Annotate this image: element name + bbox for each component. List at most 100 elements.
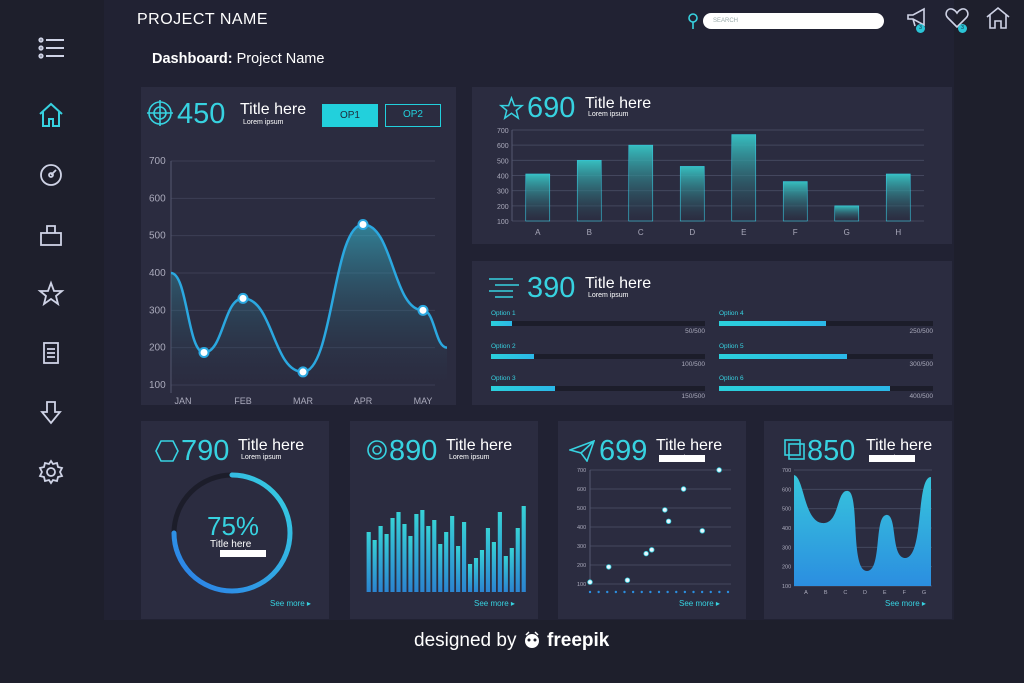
- progress-track: [491, 353, 705, 359]
- y-tick-label: 400: [782, 526, 791, 532]
- dashboard-gauge-icon[interactable]: [34, 158, 68, 192]
- bar: [462, 522, 467, 592]
- data-point: [198, 347, 210, 359]
- bar: [885, 173, 911, 222]
- menu-icon[interactable]: [34, 31, 68, 65]
- x-tick-mark: [623, 590, 626, 594]
- panel5-see-more-link[interactable]: See more ▸: [474, 599, 515, 608]
- progress-value: 100/500: [681, 360, 706, 368]
- progress-label: Option 4: [719, 310, 744, 317]
- progress-label: Option 2: [491, 342, 516, 350]
- y-tick-label: 200: [149, 343, 166, 354]
- bar: [378, 526, 383, 592]
- op2-button[interactable]: OP2: [385, 104, 441, 127]
- panel4-see-more-link[interactable]: See more ▸: [270, 599, 311, 608]
- x-tick-label: APR: [354, 396, 373, 406]
- x-tick-label: F: [903, 590, 907, 596]
- bar: [372, 540, 377, 592]
- op1-button[interactable]: OP1: [322, 104, 378, 127]
- data-point: [357, 218, 369, 230]
- briefcase-icon[interactable]: [34, 218, 68, 252]
- data-point: [649, 547, 655, 553]
- x-tick-label: B: [824, 590, 828, 596]
- x-tick-mark: [649, 590, 652, 594]
- panel1-number: 450: [177, 98, 226, 130]
- progress-value: 50/500: [685, 328, 705, 335]
- panel1-title: Title here: [240, 101, 307, 118]
- settings-gear-icon[interactable]: [34, 455, 68, 489]
- freepik-logo-icon: [522, 631, 542, 649]
- x-tick-label: F: [793, 228, 798, 237]
- y-tick-label: 400: [577, 525, 586, 531]
- bar: [628, 144, 654, 222]
- y-tick-label: 100: [497, 219, 509, 226]
- panel6-title: Title here: [656, 437, 723, 454]
- x-tick-label: H: [895, 228, 901, 237]
- y-tick-label: 500: [577, 506, 586, 512]
- paper-plane-icon: [567, 439, 596, 467]
- y-tick-label: 300: [497, 189, 509, 196]
- progress-fill: [719, 386, 891, 391]
- panel3-title: Title here: [585, 275, 652, 292]
- x-tick-label: MAR: [293, 396, 314, 406]
- y-tick-label: 100: [782, 584, 791, 590]
- star-icon[interactable]: [34, 277, 68, 311]
- panel-bar-chart: [472, 87, 952, 244]
- x-tick-mark: [683, 590, 687, 594]
- favorites-badge: 3: [958, 24, 967, 33]
- data-point: [624, 577, 631, 583]
- panel7-number: 850: [807, 435, 856, 467]
- x-tick-label: FEB: [234, 396, 252, 406]
- panel7-see-more-link[interactable]: See more ▸: [885, 599, 926, 608]
- bar: [444, 532, 449, 592]
- donut-inner-subtitle: Lorem ipsum: [220, 550, 267, 557]
- y-tick-label: 600: [149, 193, 166, 204]
- data-point: [587, 579, 593, 585]
- search-input[interactable]: SEARCH: [703, 13, 884, 29]
- x-tick-mark: [718, 590, 721, 594]
- target-icon: [147, 100, 173, 131]
- dashboard-label: Dashboard:: [152, 51, 233, 67]
- bar: [402, 524, 407, 592]
- heart-icon[interactable]: [944, 5, 970, 31]
- panel5-see-more-label: See more: [474, 599, 509, 608]
- donut-arc: [171, 472, 293, 594]
- panel4-title: Title here: [238, 437, 305, 454]
- x-tick-mark: [709, 590, 712, 594]
- scatter-chart: 100 200 300 400 500 600 700: [577, 467, 731, 594]
- panel5-title: Title here: [446, 437, 513, 454]
- progress-value: 400/500: [909, 393, 934, 400]
- bar: [731, 134, 757, 222]
- y-tick-label: 300: [782, 545, 791, 551]
- y-tick-label: 700: [577, 468, 586, 474]
- panel1-subtitle: Lorem ipsum: [243, 119, 284, 126]
- gauge-icon: [366, 439, 388, 466]
- footer-credit: designed by freepik: [414, 630, 609, 652]
- search-icon[interactable]: [687, 12, 699, 35]
- x-tick-mark: [606, 590, 609, 594]
- document-icon[interactable]: [34, 336, 68, 370]
- bar: [473, 558, 479, 592]
- x-tick-mark: [675, 590, 678, 594]
- data-point: [662, 507, 668, 513]
- page-title: Dashboard: Project Name: [152, 51, 324, 67]
- panel2-subtitle: Lorem ipsum: [588, 111, 629, 118]
- y-tick-label: 600: [782, 487, 791, 493]
- y-tick-label: 500: [149, 231, 166, 242]
- mini-bar-chart: [366, 506, 526, 592]
- home-top-icon[interactable]: [985, 5, 1011, 31]
- panel6-number: 699: [599, 435, 648, 467]
- layers-icon: [489, 276, 519, 303]
- data-point: [417, 304, 429, 316]
- dashboard-name: Project Name: [236, 51, 325, 67]
- bar: [515, 528, 520, 592]
- panel4-see-more-label: See more: [270, 599, 305, 608]
- panel4-subtitle: Lorem ipsum: [241, 454, 282, 461]
- panel7-title: Title here: [866, 437, 933, 454]
- data-point: [237, 292, 249, 304]
- panel6-see-more-link[interactable]: See more ▸: [679, 599, 720, 608]
- home-icon[interactable]: [34, 98, 68, 132]
- progress-fill: [491, 386, 556, 391]
- download-icon[interactable]: [34, 396, 68, 430]
- y-tick-label: 100: [577, 582, 586, 588]
